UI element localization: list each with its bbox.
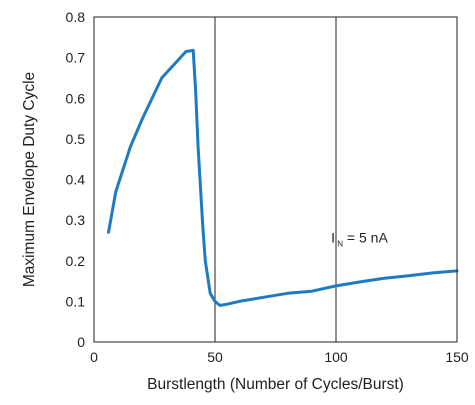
annotation-symbol: I xyxy=(331,229,335,245)
y-tick-label: 0.2 xyxy=(66,253,86,269)
y-tick-label: 0 xyxy=(77,334,85,350)
y-tick-label: 0.4 xyxy=(66,172,86,188)
plot-frame xyxy=(93,16,458,343)
y-tick-label: 0.6 xyxy=(66,90,86,106)
series-line-0 xyxy=(107,48,459,307)
grid xyxy=(214,17,337,342)
y-axis-title: Maximum Envelope Duty Cycle xyxy=(21,72,38,287)
annotation-subscript: IN xyxy=(335,239,343,248)
y-tick-label: 0.5 xyxy=(66,131,86,147)
y-tick-label: 0.7 xyxy=(66,50,86,66)
x-tick-label: 100 xyxy=(324,349,348,365)
x-tick-label: 0 xyxy=(90,349,98,365)
y-tick-labels: 0 0.1 0.2 0.3 0.4 0.5 0.6 0.7 0.8 xyxy=(66,9,86,350)
data-series xyxy=(107,48,459,307)
x-tick-labels: 0 50 100 150 xyxy=(90,349,469,365)
annotation-value: = 5 nA xyxy=(343,229,388,245)
annotation-iin: IIN = 5 nA xyxy=(331,229,388,248)
x-tick-label: 150 xyxy=(445,349,469,365)
y-tick-label: 0.3 xyxy=(66,212,86,228)
x-axis-title: Burstlength (Number of Cycles/Burst) xyxy=(147,376,404,393)
x-tick-label: 50 xyxy=(207,349,223,365)
plot-area xyxy=(94,17,457,342)
y-tick-label: 0.1 xyxy=(66,293,86,309)
y-tick-label: 0.8 xyxy=(66,9,86,25)
